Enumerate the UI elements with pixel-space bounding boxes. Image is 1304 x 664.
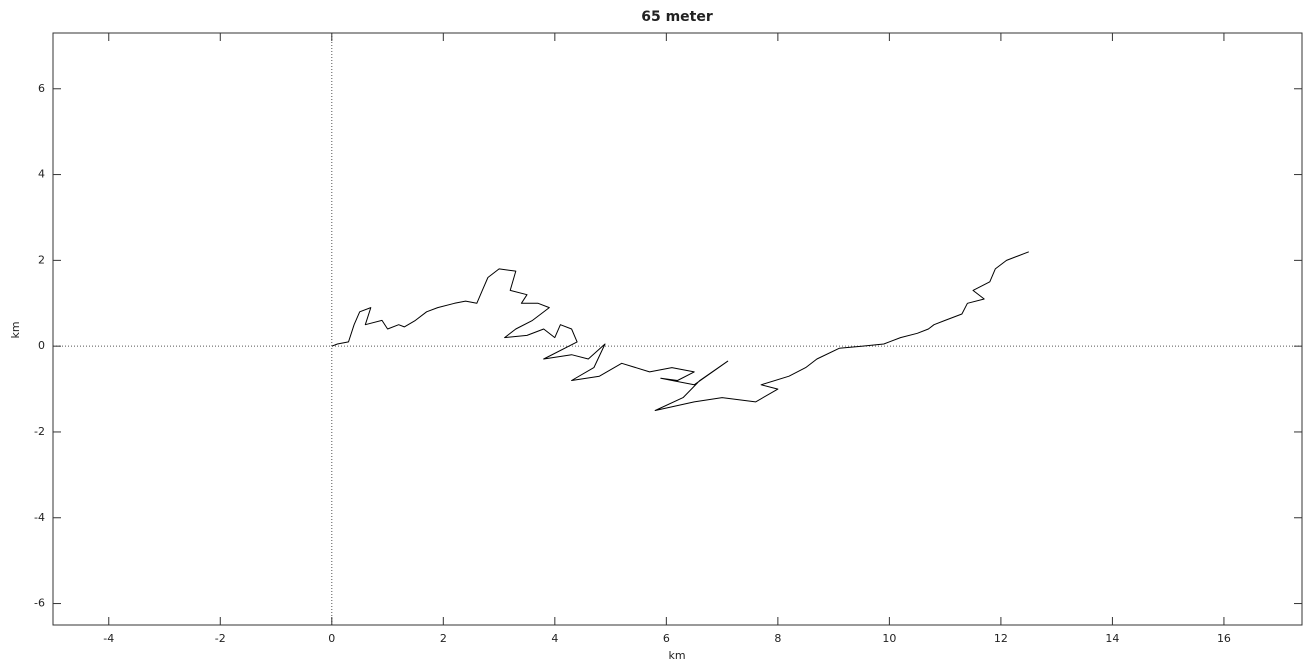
y-tick-label: -4 <box>34 511 45 524</box>
trajectory-line <box>331 251 1029 411</box>
x-axis-label: km <box>668 649 685 662</box>
x-tick-label: -4 <box>103 632 114 645</box>
x-tick-label: -2 <box>215 632 226 645</box>
x-tick-label: 12 <box>994 632 1008 645</box>
y-tick-label: 0 <box>38 339 45 352</box>
x-tick-label: 4 <box>551 632 558 645</box>
plot-frame <box>52 32 1303 626</box>
x-tick-label: 2 <box>440 632 447 645</box>
x-tick-label: 8 <box>774 632 781 645</box>
y-tick-label: 2 <box>38 253 45 266</box>
y-tick-label: -2 <box>34 425 45 438</box>
chart-title: 65 meter <box>641 9 713 25</box>
x-tick-label: 0 <box>328 632 335 645</box>
x-tick-label: 10 <box>882 632 896 645</box>
x-tick-label: 14 <box>1105 632 1119 645</box>
y-axis-label: km <box>9 321 22 338</box>
x-tick-label: 16 <box>1217 632 1231 645</box>
x-tick-label: 6 <box>663 632 670 645</box>
y-tick-label: 6 <box>38 82 45 95</box>
y-tick-label: -6 <box>34 597 45 610</box>
y-tick-label: 4 <box>38 168 45 181</box>
